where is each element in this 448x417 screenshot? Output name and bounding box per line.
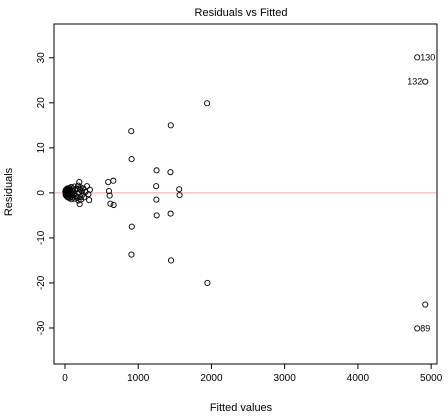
residual-point — [154, 184, 159, 189]
residual-point — [154, 213, 159, 218]
x-tick-label: 5000 — [420, 373, 443, 384]
residual-point — [168, 170, 173, 175]
residual-point — [129, 156, 134, 161]
residual-point — [111, 202, 116, 207]
point-annotation: 89 — [420, 323, 430, 333]
y-tick-label: 10 — [36, 142, 47, 154]
y-tick-label: 30 — [36, 52, 47, 64]
x-tick-label: 2000 — [200, 373, 223, 384]
x-tick-label: 3000 — [274, 373, 297, 384]
residual-point — [415, 55, 420, 60]
residual-point — [177, 187, 182, 192]
residual-point — [204, 101, 209, 106]
residual-point — [423, 79, 428, 84]
point-annotation: 132 — [407, 77, 422, 87]
residual-point — [168, 123, 173, 128]
y-tick-label: -20 — [36, 275, 47, 290]
y-axis: -30 -20 -10 0 10 20 30 — [36, 52, 54, 335]
residual-point — [168, 211, 173, 216]
residual-point — [87, 187, 92, 192]
y-tick-label: 0 — [36, 190, 47, 196]
y-axis-label: Residuals — [3, 167, 15, 216]
residual-point — [129, 252, 134, 257]
residual-point — [108, 201, 113, 206]
x-tick-label: 4000 — [347, 373, 370, 384]
residual-point — [423, 302, 428, 307]
x-axis-label: Fitted values — [210, 402, 273, 414]
residual-point — [154, 168, 159, 173]
residual-point — [415, 326, 420, 331]
residual-point — [111, 178, 116, 183]
chart-title: Residuals vs Fitted — [195, 7, 288, 19]
x-tick-label: 0 — [62, 373, 68, 384]
residual-point — [87, 197, 92, 202]
residual-point — [106, 179, 111, 184]
point-annotation: 130 — [420, 52, 435, 62]
residual-point — [168, 258, 173, 263]
residual-point — [129, 224, 134, 229]
x-axis: 0 1000 2000 3000 4000 5000 — [62, 364, 442, 384]
residual-point — [129, 129, 134, 134]
residual-point — [154, 197, 159, 202]
y-tick-label: -10 — [36, 230, 47, 245]
residual-point — [205, 280, 210, 285]
x-tick-label: 1000 — [127, 373, 150, 384]
y-tick-label: -30 — [36, 320, 47, 335]
y-tick-label: 20 — [36, 97, 47, 109]
residual-point — [77, 179, 82, 184]
